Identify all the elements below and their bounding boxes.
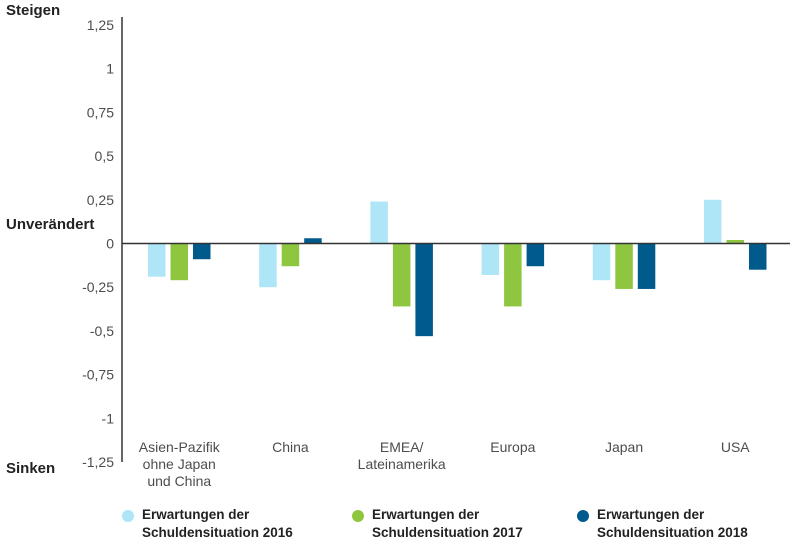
legend-swatch-2017 (352, 510, 364, 522)
bar-2016-2 (370, 201, 388, 244)
bar-2018-3 (526, 243, 545, 267)
y-tick-label: 1,25 (87, 17, 114, 33)
label-unchanged: Unverändert (6, 216, 95, 233)
y-tick-label: 1 (106, 61, 114, 77)
legend-label-2017-line2: Schuldensituation 2017 (372, 525, 523, 540)
x-category-label: Asien-Pazifik ohne Japan und China (139, 439, 221, 489)
legend-swatch-2016 (122, 510, 134, 522)
bar-2016-0 (148, 243, 166, 277)
y-tick-label: -0,5 (90, 323, 114, 339)
label-increase: Steigen (6, 2, 61, 19)
legend: Erwartungen der Schuldensituation 2016 E… (0, 506, 795, 546)
x-category-label: EMEA/Lateinamerika (358, 439, 446, 472)
bar-2017-2 (392, 243, 411, 307)
bar-2016-1 (259, 243, 277, 288)
y-tick-label: -0,75 (82, 367, 114, 383)
y-tick-label: 0,5 (95, 148, 115, 164)
bar-2017-1 (281, 243, 300, 267)
y-tick-label: -0,25 (82, 279, 114, 295)
legend-label-2016-line2: Schuldensituation 2016 (142, 525, 293, 540)
bar-2018-4 (637, 243, 656, 289)
x-category-label: USA (721, 439, 750, 455)
bar-2017-5 (726, 240, 744, 244)
bar-2016-4 (592, 243, 611, 281)
bar-chart: 1,25 1 0,75 0,5 0,25 0 -0,25 -0,5 -0,75 -1 -1,25 As… (82, 17, 790, 489)
bar-2017-4 (615, 243, 633, 289)
legend-swatch-2018 (577, 510, 589, 522)
bar-2016-5 (704, 199, 722, 244)
legend-label-2017-line1: Erwartungen der (372, 507, 480, 522)
label-decrease: Sinken (6, 460, 56, 477)
bar-2017-0 (170, 243, 188, 281)
x-category-label: China (272, 439, 309, 455)
y-tick-label: -1 (102, 410, 115, 426)
bar-2016-3 (481, 243, 500, 275)
bar-2017-3 (504, 243, 522, 307)
y-tick-label: 0,25 (87, 192, 114, 208)
y-tick-label: -1,25 (82, 454, 114, 470)
bar-2018-1 (304, 238, 322, 244)
legend-label-2018-line2: Schuldensituation 2018 (597, 525, 748, 540)
x-category-label: Europa (490, 439, 535, 455)
bar-2018-0 (193, 243, 211, 260)
y-tick-label: 0 (106, 236, 114, 252)
y-tick-label: 0,75 (87, 104, 114, 120)
legend-label-2016-line1: Erwartungen der (142, 507, 250, 522)
bar-2018-5 (749, 243, 767, 270)
legend-label-2018-line1: Erwartungen der (597, 507, 705, 522)
x-category-label: Japan (605, 439, 643, 455)
bar-2018-2 (415, 243, 433, 337)
